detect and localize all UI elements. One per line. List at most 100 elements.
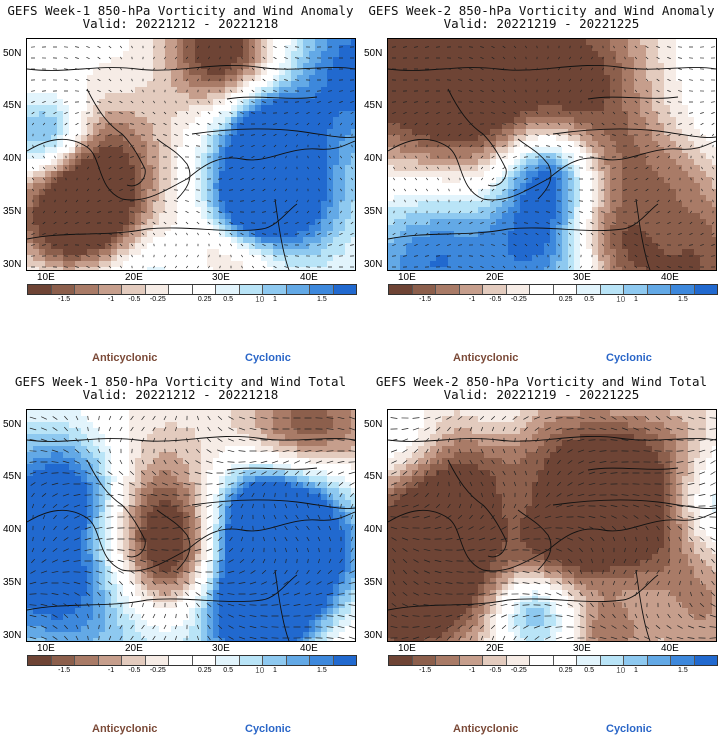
longitude-label: 30E xyxy=(573,643,591,654)
colorbar-swatch xyxy=(389,285,413,294)
colorbar-swatch xyxy=(577,656,601,665)
latitude-label: 35N xyxy=(364,577,383,588)
longitude-label: 10E xyxy=(37,272,55,283)
latitude-label: 35N xyxy=(3,206,22,217)
colorbar-swatch xyxy=(192,656,216,665)
vorticity-shading xyxy=(388,39,716,270)
longitude-label: 40E xyxy=(661,272,679,283)
colorbar-tick-label: -1.5 xyxy=(58,667,71,674)
longitude-label: 40E xyxy=(300,272,318,283)
vorticity-shading xyxy=(27,39,355,270)
anticyclonic-label: Anticyclonic xyxy=(453,352,519,364)
colorbar xyxy=(388,284,718,295)
colorbar-tick-label: 1 xyxy=(634,296,638,303)
panel-valid-dates: Valid: 20221212 - 20221218 xyxy=(82,16,279,31)
colorbar-swatch xyxy=(28,285,52,294)
colorbar-swatch xyxy=(263,285,287,294)
colorbar-tick-label: 0.5 xyxy=(223,667,234,674)
cyclonic-label: Cyclonic xyxy=(245,352,291,364)
colorbar-unit-label: 10 xyxy=(616,295,626,304)
colorbar-tick-label: -0.25 xyxy=(149,667,166,674)
colorbar-swatch xyxy=(530,285,554,294)
map-panel: GEFS Week-2 850-hPa Vorticity and Wind T… xyxy=(361,371,722,742)
colorbar-tick-label: -0.25 xyxy=(149,296,166,303)
longitude-label: 20E xyxy=(486,272,504,283)
map-canvas xyxy=(27,39,355,270)
colorbar-swatch xyxy=(239,285,263,294)
longitude-label: 10E xyxy=(398,272,416,283)
colorbar-swatch xyxy=(389,656,413,665)
colorbar-tick-label: -1 xyxy=(107,296,115,303)
colorbar-swatch xyxy=(122,285,146,294)
colorbar-tick-label: 0.5 xyxy=(584,296,595,303)
latitude-label: 35N xyxy=(364,206,383,217)
colorbar-swatch xyxy=(98,285,122,294)
colorbar-swatch xyxy=(122,656,146,665)
colorbar-unit-label: 10 xyxy=(255,666,265,675)
colorbar-tick-label: -0.5 xyxy=(128,667,141,674)
panel-valid-dates: Valid: 20221212 - 20221218 xyxy=(82,387,279,402)
longitude-label: 10E xyxy=(398,643,416,654)
colorbar-swatch xyxy=(286,656,310,665)
colorbar-swatch xyxy=(98,656,122,665)
colorbar-tick-label: 1 xyxy=(273,667,277,674)
colorbar-swatch xyxy=(145,285,169,294)
colorbar-swatch xyxy=(412,285,436,294)
colorbar-tick-label: 1.5 xyxy=(316,667,327,674)
latitude-label: 40N xyxy=(364,153,383,164)
colorbar-tick-label: 0.5 xyxy=(223,296,234,303)
colorbar-swatch xyxy=(436,285,460,294)
colorbar-swatch xyxy=(310,285,334,294)
latitude-label: 50N xyxy=(364,48,383,59)
colorbar-swatch xyxy=(694,285,717,294)
colorbar-tick-label: -0.25 xyxy=(510,296,527,303)
colorbar-swatch xyxy=(647,656,671,665)
colorbar-swatch xyxy=(459,285,483,294)
wind-vectors xyxy=(391,45,716,269)
colorbar-swatch xyxy=(169,285,193,294)
colorbar-tick-label: 0.25 xyxy=(197,296,212,303)
longitude-label: 20E xyxy=(125,643,143,654)
colorbar-tick-label: 1.5 xyxy=(316,296,327,303)
colorbar-swatch xyxy=(600,656,624,665)
colorbar-swatch xyxy=(51,285,75,294)
latitude-label: 40N xyxy=(364,524,383,535)
colorbar xyxy=(27,284,357,295)
colorbar-swatch xyxy=(553,285,577,294)
vorticity-map xyxy=(387,409,717,642)
latitude-label: 45N xyxy=(3,471,22,482)
colorbar-swatch xyxy=(286,285,310,294)
colorbar-unit-label: 10 xyxy=(255,295,265,304)
latitude-label: 45N xyxy=(364,471,383,482)
map-panel: GEFS Week-1 850-hPa Vorticity and Wind A… xyxy=(0,0,361,371)
colorbar-swatch xyxy=(436,656,460,665)
colorbar-swatch xyxy=(263,656,287,665)
colorbar-swatch xyxy=(75,285,99,294)
longitude-label: 30E xyxy=(212,643,230,654)
colorbar-tick-label: -1 xyxy=(107,667,115,674)
colorbar-tick-label: -0.5 xyxy=(489,667,502,674)
latitude-label: 30N xyxy=(3,259,22,270)
colorbar-tick-label: -0.5 xyxy=(128,296,141,303)
colorbar-swatch xyxy=(483,285,507,294)
latitude-label: 45N xyxy=(3,100,22,111)
map-panel: GEFS Week-1 850-hPa Vorticity and Wind T… xyxy=(0,371,361,742)
colorbar-swatch xyxy=(624,656,648,665)
colorbar-swatch xyxy=(671,285,695,294)
colorbar-tick-label: 0.25 xyxy=(197,667,212,674)
colorbar-tick-label: -0.5 xyxy=(489,296,502,303)
colorbar-swatch xyxy=(506,285,530,294)
wind-vectors xyxy=(29,415,355,641)
colorbar-swatch xyxy=(192,285,216,294)
latitude-label: 50N xyxy=(3,48,22,59)
longitude-label: 20E xyxy=(125,272,143,283)
colorbar-swatch xyxy=(333,285,356,294)
wind-vectors xyxy=(390,415,716,641)
longitude-label: 40E xyxy=(300,643,318,654)
colorbar-tick-label: 0.5 xyxy=(584,667,595,674)
colorbar-tick-label: -1 xyxy=(468,667,476,674)
vorticity-map xyxy=(26,409,356,642)
colorbar-tick-label: -1.5 xyxy=(419,667,432,674)
colorbar-swatch xyxy=(216,285,240,294)
colorbar-swatch xyxy=(169,656,193,665)
